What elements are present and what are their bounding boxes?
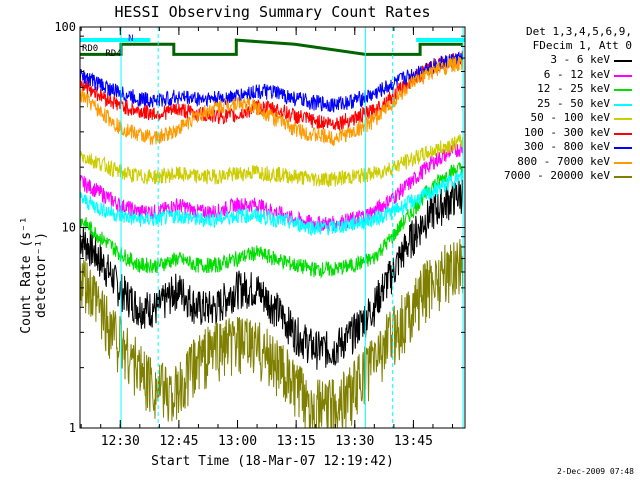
legend-entry: 7000 - 20000 keV [468, 169, 634, 184]
legend-entry: 100 - 300 keV [468, 126, 634, 141]
series-line-3-6-kev [79, 179, 464, 370]
annotation-n: N [128, 34, 133, 44]
legend-swatch [614, 118, 632, 120]
legend-entry-label: 100 - 300 keV [523, 125, 610, 139]
series-line-300-800-kev [79, 52, 464, 113]
chart-title: HESSI Observing Summary Count Rates [114, 3, 431, 21]
series-line-rd0 [80, 38, 463, 56]
legend-entry-label: 800 - 7000 keV [517, 154, 610, 168]
legend-entry: 300 - 800 keV [468, 140, 634, 155]
legend-entry-label: 50 - 100 keV [530, 111, 610, 124]
legend-entry: 25 - 50 keV [468, 97, 634, 112]
x-tick-label: 12:30 [101, 434, 140, 449]
legend: Det 1,3,4,5,6,9, FDecim 1, Att 0 3 - 6 k… [468, 25, 634, 184]
legend-entry: 50 - 100 keV [468, 111, 634, 126]
legend-entry-label: 25 - 50 keV [537, 96, 610, 110]
y-tick-label: 10 [62, 221, 76, 235]
series-line-6-12-kev [79, 141, 464, 232]
legend-swatch [614, 74, 632, 77]
legend-entry-label: 6 - 12 keV [543, 67, 610, 81]
legend-entry-label: 3 - 6 keV [550, 53, 610, 66]
legend-entry-label: 7000 - 20000 keV [504, 169, 610, 182]
legend-swatch [614, 161, 632, 164]
x-tick-label: 13:45 [394, 434, 433, 449]
legend-entry: 800 - 7000 keV [468, 155, 634, 170]
legend-entry-label: 300 - 800 keV [523, 140, 610, 153]
series-line-12-25-kev [79, 162, 464, 279]
y-tick-label: 100 [54, 20, 76, 34]
legend-swatch [614, 60, 632, 62]
annotation-rd0: RD0 [82, 44, 98, 54]
x-tick-label: 12:45 [159, 434, 198, 449]
series-line-50-100-kev [79, 134, 464, 188]
legend-header-line-2: FDecim 1, Att 0 [532, 39, 632, 52]
date-stamp: 2-Dec-2009 07:48 [556, 467, 634, 476]
legend-entry: 3 - 6 keV [468, 53, 634, 68]
legend-entry: 6 - 12 keV [468, 68, 634, 83]
x-tick-label: 13:00 [218, 434, 257, 449]
x-tick-label: 13:30 [335, 434, 374, 449]
legend-entry: 12 - 25 keV [468, 82, 634, 97]
annotation-rd4: RD4 [105, 49, 121, 59]
x-tick-label: 13:15 [277, 434, 316, 449]
legend-swatch [614, 89, 632, 91]
legend-entry-label: 12 - 25 keV [537, 82, 610, 95]
legend-swatch [614, 132, 632, 135]
legend-header-line-1: Det 1,3,4,5,6,9, [526, 25, 632, 38]
legend-swatch [614, 103, 632, 106]
legend-swatch [614, 147, 632, 149]
y-axis-label: Count Rate (s⁻¹ detector⁻¹) [19, 216, 49, 334]
series-line-25-50-kev [79, 171, 464, 237]
legend-swatch [614, 176, 632, 178]
series-line-800-7000-kev [79, 56, 464, 147]
series-line-7000-20000-kev [79, 239, 464, 429]
x-axis-label: Start Time (18-Mar-07 12:19:42) [151, 454, 394, 469]
y-tick-label: 1 [69, 421, 76, 435]
